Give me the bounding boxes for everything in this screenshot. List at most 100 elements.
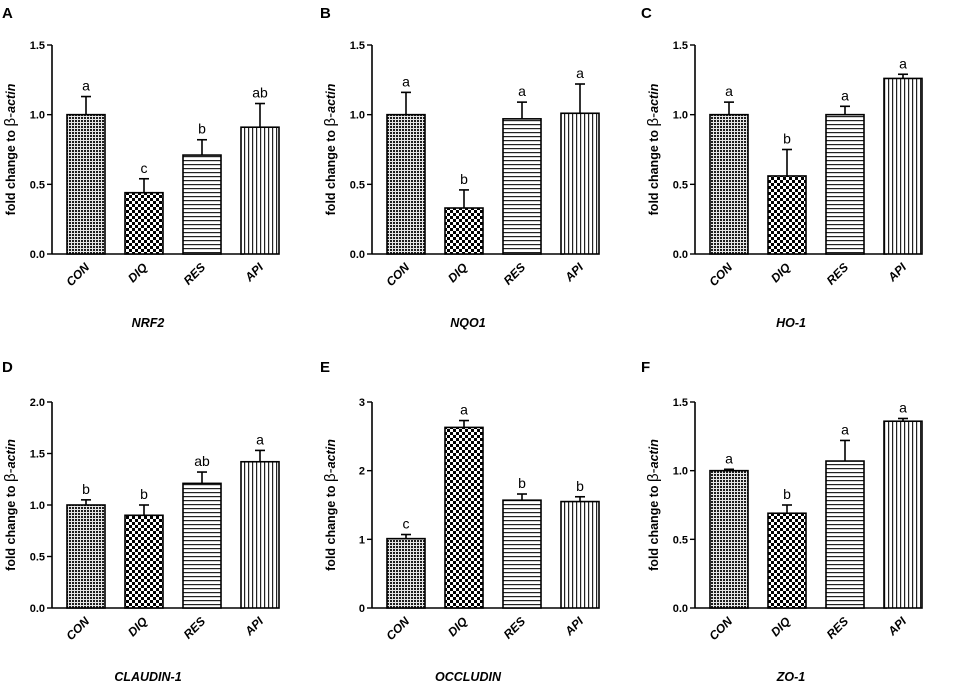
significance-letter: b bbox=[82, 481, 90, 497]
significance-letter: a bbox=[82, 78, 90, 94]
y-axis-label: fold change to β-actin bbox=[645, 83, 662, 215]
x-tick-label: RES bbox=[824, 260, 851, 287]
bar-api bbox=[883, 77, 923, 255]
x-tick-label: RES bbox=[501, 614, 528, 641]
y-axis-label-text: fold change to bbox=[4, 126, 18, 215]
y-tick-label: 1.0 bbox=[30, 500, 45, 512]
x-tick-label: API bbox=[561, 260, 586, 285]
y-axis-label-text: fold change to bbox=[324, 126, 338, 215]
y-axis-label-italic: actin bbox=[647, 439, 661, 469]
significance-letter: c bbox=[141, 160, 148, 176]
bar-api bbox=[240, 126, 280, 255]
y-tick-label: 1.0 bbox=[350, 110, 365, 122]
significance-letter: b bbox=[783, 131, 791, 147]
bar-diq bbox=[444, 207, 484, 255]
panel-b: B 0.0 0.5 1.0 1.5 fold change to β-actin a CON b… bbox=[320, 5, 600, 330]
bar-diq bbox=[767, 512, 807, 609]
panel-e: E 0 1 2 3 fold change to β-actin c CON a DIQ b RES b… bbox=[320, 359, 600, 684]
bar-res bbox=[825, 113, 865, 255]
y-axis-label-italic: actin bbox=[324, 83, 338, 113]
y-axis-label: fold change to β-actin bbox=[2, 439, 19, 571]
y-axis-label-text: fold change to bbox=[647, 126, 661, 215]
y-tick-label: 0 bbox=[359, 603, 365, 615]
significance-letter: a bbox=[725, 450, 733, 466]
x-tick-label: CON bbox=[383, 260, 412, 289]
y-tick-label: 1.0 bbox=[30, 110, 45, 122]
y-tick-label: 1.5 bbox=[673, 40, 688, 52]
x-tick-label: RES bbox=[501, 260, 528, 287]
bar-api bbox=[560, 112, 600, 255]
y-axis-label: fold change to β-actin bbox=[322, 439, 339, 571]
significance-letter: a bbox=[402, 73, 410, 89]
y-tick-label: 1 bbox=[359, 534, 365, 546]
significance-letter: ab bbox=[252, 85, 268, 101]
y-axis-label-greek: β- bbox=[322, 468, 339, 482]
significance-letter: a bbox=[899, 399, 907, 415]
bar-diq bbox=[124, 514, 164, 609]
significance-letter: b bbox=[783, 486, 791, 502]
x-tick-label: RES bbox=[181, 260, 208, 287]
significance-letter: a bbox=[256, 431, 264, 447]
x-tick-label: DIQ bbox=[125, 614, 150, 639]
x-tick-label: CON bbox=[383, 614, 412, 643]
x-tick-label: DIQ bbox=[445, 614, 470, 639]
y-axis-label-italic: actin bbox=[647, 83, 661, 113]
panel-letter: E bbox=[320, 359, 330, 376]
significance-letter: a bbox=[899, 55, 907, 71]
y-axis-label-greek: β- bbox=[645, 468, 662, 482]
significance-letter: b bbox=[140, 486, 148, 502]
x-tick-label: RES bbox=[824, 614, 851, 641]
significance-letter: b bbox=[198, 121, 206, 137]
bar-con bbox=[386, 537, 426, 609]
significance-letter: b bbox=[518, 475, 526, 491]
y-tick-label: 0.5 bbox=[30, 179, 45, 191]
bar-con bbox=[709, 113, 749, 255]
y-tick-label: 1.5 bbox=[350, 40, 365, 52]
y-axis-label: fold change to β-actin bbox=[2, 83, 19, 215]
y-tick-label: 1.0 bbox=[673, 110, 688, 122]
significance-letter: a bbox=[518, 83, 526, 99]
panel-a: A 0.0 0.5 1.0 1.5 fold change to β-actin a CON c… bbox=[2, 5, 280, 330]
x-axis-label: ZO-1 bbox=[776, 670, 806, 683]
x-tick-label: API bbox=[884, 260, 909, 285]
panel-letter: F bbox=[641, 359, 650, 376]
bar-api bbox=[560, 500, 600, 609]
y-axis-label-text: fold change to bbox=[324, 482, 338, 571]
x-tick-label: CON bbox=[63, 614, 92, 643]
x-tick-label: API bbox=[241, 260, 266, 285]
y-axis-label-italic: actin bbox=[4, 439, 18, 469]
significance-letter: b bbox=[576, 478, 584, 494]
x-tick-label: CON bbox=[706, 260, 735, 289]
x-tick-label: API bbox=[561, 614, 586, 639]
y-tick-label: 1.0 bbox=[673, 466, 688, 478]
bar-api bbox=[883, 420, 923, 609]
x-axis-label: OCCLUDIN bbox=[435, 670, 502, 683]
y-tick-label: 0.5 bbox=[350, 179, 365, 191]
y-tick-label: 0.5 bbox=[30, 552, 45, 564]
bar-res bbox=[502, 118, 542, 255]
x-axis-label: HO-1 bbox=[776, 316, 806, 330]
panel-f: F 0.0 0.5 1.0 1.5 fold change to β-actin a CON b… bbox=[641, 359, 923, 684]
y-axis-label-greek: β- bbox=[2, 468, 19, 482]
y-axis-label-greek: β- bbox=[322, 113, 339, 127]
y-axis-label-italic: actin bbox=[4, 83, 18, 113]
bar-con bbox=[66, 504, 106, 609]
y-tick-label: 2 bbox=[359, 466, 365, 478]
y-tick-label: 2.0 bbox=[30, 397, 45, 409]
x-tick-label: DIQ bbox=[125, 260, 150, 285]
y-axis-label-greek: β- bbox=[2, 113, 19, 127]
y-tick-label: 0.5 bbox=[673, 179, 688, 191]
y-axis-label-text: fold change to bbox=[647, 482, 661, 571]
x-tick-label: DIQ bbox=[768, 260, 793, 285]
y-axis-label: fold change to β-actin bbox=[322, 83, 339, 215]
bar-con bbox=[66, 113, 106, 255]
panel-c: C 0.0 0.5 1.0 1.5 fold change to β-actin a CON b… bbox=[641, 5, 923, 330]
significance-letter: a bbox=[576, 65, 584, 81]
x-tick-label: DIQ bbox=[445, 260, 470, 285]
y-tick-label: 0.0 bbox=[30, 249, 45, 261]
y-tick-label: 0.0 bbox=[673, 249, 688, 261]
y-tick-label: 0.0 bbox=[30, 603, 45, 615]
y-axis-label-greek: β- bbox=[645, 113, 662, 127]
